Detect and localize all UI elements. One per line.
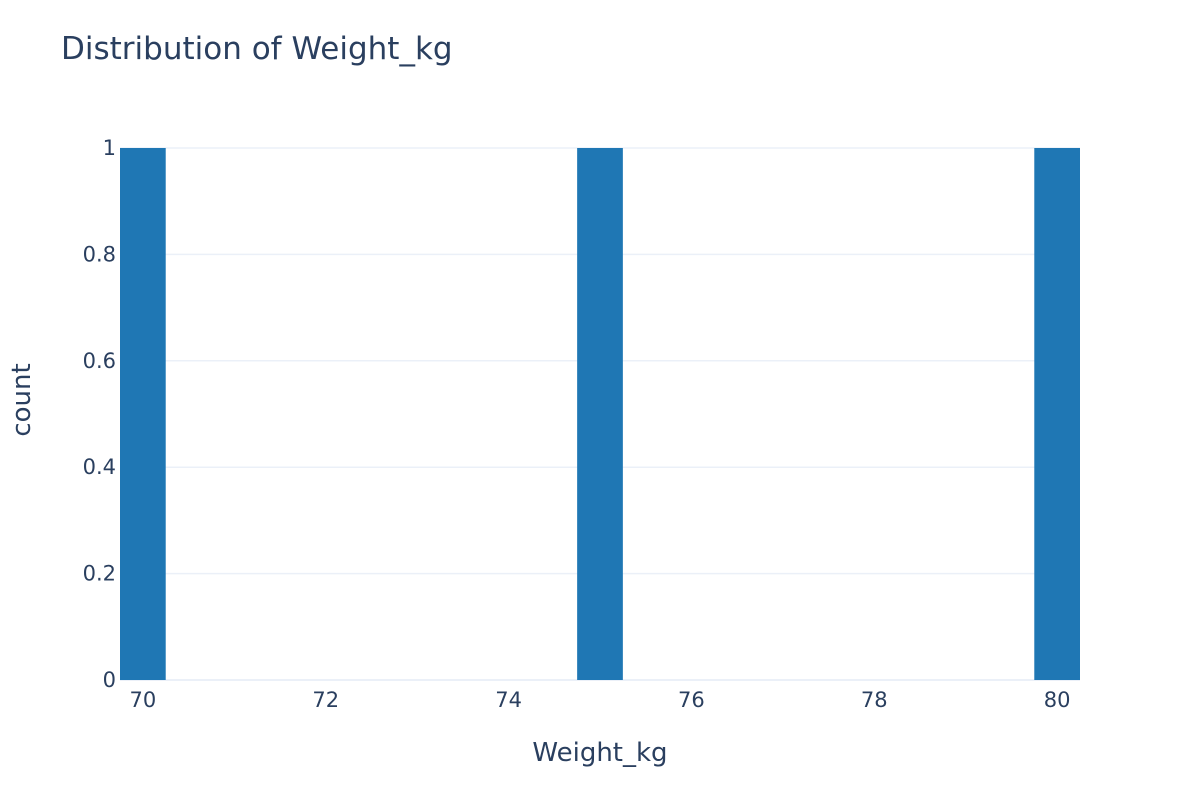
histogram-bar [577, 148, 623, 680]
bars [120, 148, 1080, 680]
x-axis-ticks: 70 72 74 76 78 80 [129, 688, 1070, 712]
y-tick-label: 0.2 [83, 562, 116, 586]
x-tick-label: 74 [495, 688, 522, 712]
y-tick-label: 0.8 [83, 242, 116, 266]
x-tick-label: 80 [1044, 688, 1071, 712]
histogram-bar [120, 148, 166, 680]
x-tick-label: 70 [129, 688, 156, 712]
y-tick-label: 0 [103, 668, 116, 692]
chart-title: Distribution of Weight_kg [61, 31, 453, 67]
x-tick-label: 78 [861, 688, 888, 712]
y-tick-label: 0.4 [83, 455, 116, 479]
y-axis-title: count [7, 363, 37, 436]
y-tick-label: 1 [103, 136, 116, 160]
x-tick-label: 72 [312, 688, 339, 712]
x-tick-label: 76 [678, 688, 705, 712]
y-axis-ticks: 0 0.2 0.4 0.6 0.8 1 [83, 136, 116, 692]
y-tick-label: 0.6 [83, 349, 116, 373]
histogram-bar [1034, 148, 1080, 680]
x-axis-title: Weight_kg [532, 738, 667, 768]
